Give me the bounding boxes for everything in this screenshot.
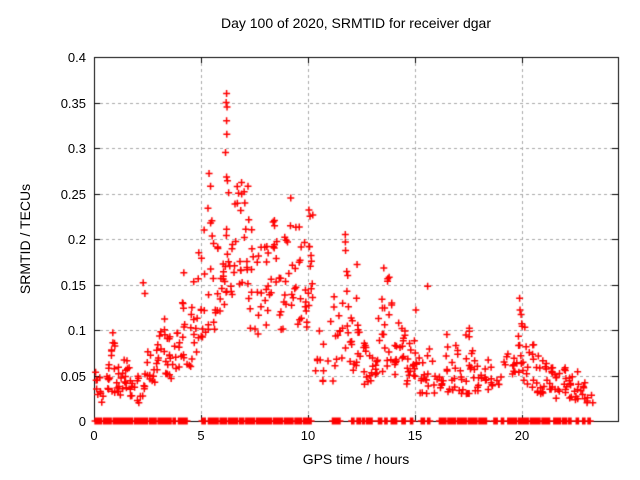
y-tick-label: 0.2 <box>67 232 86 247</box>
y-tick-label: 0.1 <box>67 323 86 338</box>
x-axis-label: GPS time / hours <box>302 451 410 467</box>
x-tick-label: 15 <box>407 428 423 443</box>
x-tick-label: 20 <box>514 428 530 443</box>
y-tick-label: 0.35 <box>60 96 86 111</box>
chart-title: Day 100 of 2020, SRMTID for receiver dga… <box>220 15 491 31</box>
y-tick-label: 0.15 <box>60 278 86 293</box>
x-tick-label: 10 <box>300 428 316 443</box>
y-axis-label: SRMTID / TECUs <box>17 183 33 295</box>
x-tick-label: 5 <box>197 428 205 443</box>
y-tick-label: 0 <box>78 414 86 429</box>
y-tick-label: 0.3 <box>67 141 86 156</box>
x-tick-label: 0 <box>90 428 98 443</box>
y-tick-label: 0.25 <box>60 187 86 202</box>
y-tick-label: 0.4 <box>67 50 86 65</box>
y-tick-label: 0.05 <box>60 369 86 384</box>
